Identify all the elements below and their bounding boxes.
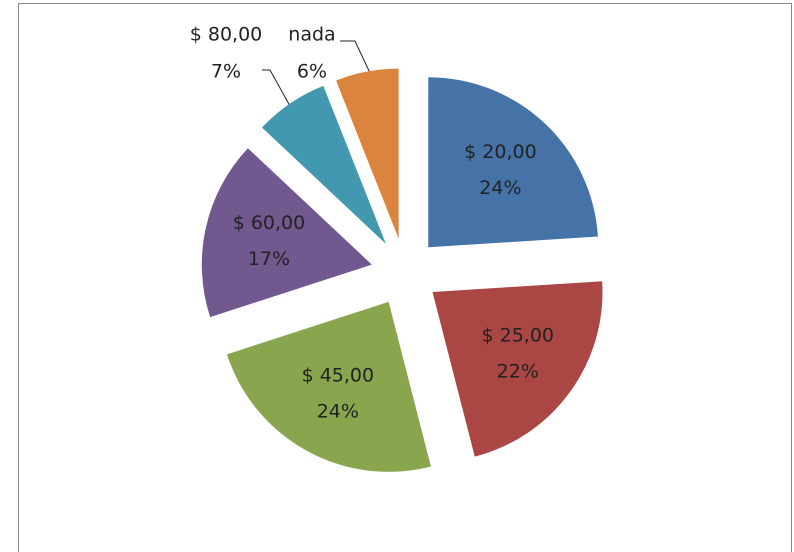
pie-slice bbox=[226, 301, 431, 472]
slice-label: $ 60,00 bbox=[233, 212, 306, 234]
leader-line bbox=[340, 40, 371, 74]
slice-value-label: 17% bbox=[248, 248, 290, 270]
slice-value-label: 6% bbox=[297, 61, 327, 83]
slice-label: nada bbox=[288, 24, 335, 46]
pie-slice bbox=[261, 85, 386, 244]
slice-label: $ 25,00 bbox=[482, 324, 555, 346]
leader-line bbox=[262, 69, 291, 107]
pie-slice bbox=[201, 148, 372, 318]
slice-label: $ 80,00 bbox=[190, 24, 263, 46]
pie-slice bbox=[428, 77, 598, 248]
pie-slice bbox=[336, 68, 399, 239]
slice-value-label: 22% bbox=[497, 360, 539, 382]
slice-label: $ 45,00 bbox=[302, 365, 375, 387]
slice-value-label: 7% bbox=[211, 61, 241, 83]
slice-label: $ 20,00 bbox=[464, 141, 537, 163]
slice-value-label: 24% bbox=[317, 401, 359, 423]
slice-value-label: 24% bbox=[479, 177, 521, 199]
pie-slice bbox=[432, 281, 603, 457]
